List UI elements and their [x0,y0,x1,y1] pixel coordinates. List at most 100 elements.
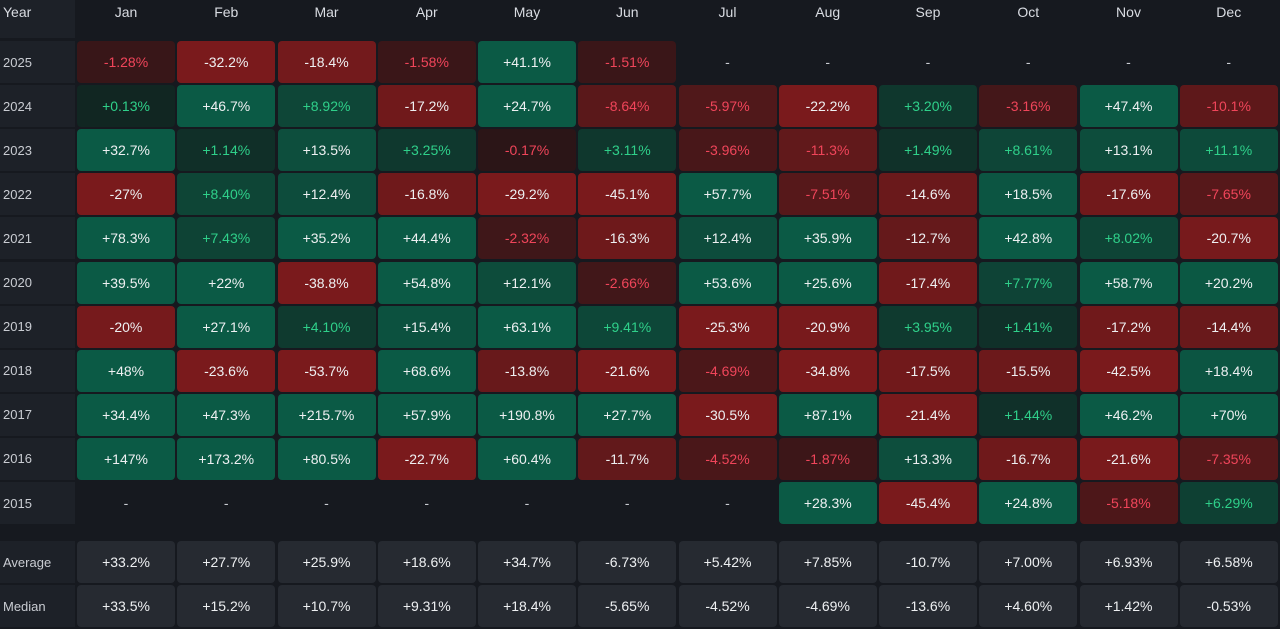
heatmap-cell: -3.96% [678,129,777,172]
heatmap-cell: -16.3% [578,217,677,260]
heatmap-cell: +6.93% [1079,541,1178,583]
year-row-label: 2021 [0,217,75,260]
heatmap-cell: +5.42% [678,541,777,583]
heatmap-cell: -15.5% [979,349,1078,392]
heatmap-cell: - [725,54,730,70]
year-row-label: 2024 [0,85,75,128]
heatmap-cell: +3.11% [578,129,677,172]
heatmap-cell: +24.7% [478,85,576,128]
heatmap-cell: +18.4% [1179,349,1278,392]
heatmap-cell: -25.3% [678,305,777,348]
heatmap-cell: -17.5% [879,349,977,392]
heatmap-cell: +41.1% [478,41,576,83]
heatmap-cell: +8.61% [979,129,1078,172]
heatmap-cell: -16.8% [377,173,476,216]
month-header-may: May [513,4,541,20]
heatmap-cell: +147% [77,437,175,480]
heatmap-cell: - [524,495,530,511]
heatmap-cell: - [725,495,730,511]
heatmap-cell: -38.8% [277,261,376,304]
heatmap-cell: -2.32% [478,217,576,260]
heatmap-cell: -1.28% [77,41,175,83]
heatmap-cell: +39.5% [77,261,175,304]
heatmap-cell: -7.51% [778,173,877,216]
heatmap-cell: -11.7% [578,437,677,480]
heatmap-cell: -32.2% [177,41,276,83]
heatmap-cell: +13.5% [277,129,376,172]
heatmap-cell: +7.43% [177,217,276,260]
heatmap-cell: -13.6% [879,585,977,627]
heatmap-cell: - [1126,54,1131,70]
heatmap-cell: +57.9% [377,393,476,436]
heatmap-cell: +7.77% [979,261,1078,304]
heatmap-cell: +190.8% [478,393,576,436]
heatmap-cell: +27.7% [578,393,677,436]
heatmap-cell: -11.3% [778,129,877,172]
heatmap-cell: -10.7% [879,541,977,583]
month-header-jun: Jun [615,4,639,20]
month-header-feb: Feb [214,4,239,20]
heatmap-cell: +15.4% [377,305,476,348]
heatmap-cell: -17.2% [377,85,476,128]
month-header-nov: Nov [1116,4,1141,20]
year-row-label: 2017 [0,393,75,436]
heatmap-cell: - [825,54,831,70]
heatmap-cell: -29.2% [478,173,576,216]
year-column-header: Year [0,0,75,38]
heatmap-cell: +12.4% [678,217,777,260]
heatmap-cell: -22.7% [377,437,476,480]
year-row-label: 2016 [0,437,75,480]
heatmap-cell: -42.5% [1079,349,1178,392]
heatmap-cell: -2.66% [578,261,677,304]
heatmap-cell: -4.69% [778,585,877,627]
heatmap-cell: -21.6% [1079,437,1178,480]
heatmap-cell: - [223,495,229,511]
month-header-mar: Mar [314,4,339,20]
heatmap-cell: -4.52% [678,437,777,480]
heatmap-cell: -16.7% [979,437,1078,480]
heatmap-cell: +87.1% [778,393,877,436]
heatmap-cell: +58.7% [1079,261,1178,304]
heatmap-cell: +42.8% [979,217,1078,260]
heatmap-cell: +6.29% [1179,482,1278,524]
heatmap-cell: - [624,495,630,511]
heatmap-cell: +0.13% [77,85,175,128]
heatmap-cell: +9.41% [578,305,677,348]
heatmap-cell: +9.31% [377,585,476,627]
heatmap-cell: -0.53% [1179,585,1278,627]
heatmap-cell: -22.2% [778,85,877,128]
heatmap-cell: -23.6% [177,349,276,392]
year-row-label: 2018 [0,349,75,392]
heatmap-cell: +4.10% [277,305,376,348]
heatmap-cell: +63.1% [478,305,576,348]
heatmap-cell: -5.97% [678,85,777,128]
heatmap-cell: -6.73% [578,541,677,583]
heatmap-cell: -17.6% [1079,173,1178,216]
heatmap-cell: -1.51% [578,41,677,83]
heatmap-cell: +46.2% [1079,393,1178,436]
heatmap-cell: +18.5% [979,173,1078,216]
heatmap-cell: -20% [77,305,175,348]
heatmap-cell: +1.42% [1079,585,1178,627]
heatmap-cell: +48% [77,349,175,392]
heatmap-cell: +7.85% [778,541,877,583]
month-header-oct: Oct [1017,4,1040,20]
heatmap-cell: +13.3% [879,437,977,480]
heatmap-cell: +68.6% [377,349,476,392]
heatmap-cell: +47.4% [1079,85,1178,128]
heatmap-cell: -7.35% [1179,437,1278,480]
heatmap-cell: +46.7% [177,85,276,128]
heatmap-cell: +53.6% [678,261,777,304]
heatmap-cell: +60.4% [478,437,576,480]
heatmap-cell: +25.6% [778,261,877,304]
heatmap-cell: -18.4% [277,41,376,83]
heatmap-cell: -1.87% [778,437,877,480]
heatmap-cell: -5.65% [578,585,677,627]
summary-row-label: Average [0,541,75,583]
heatmap-cell: -10.1% [1179,85,1278,128]
heatmap-cell: +1.49% [879,129,977,172]
heatmap-cell: +80.5% [277,437,376,480]
heatmap-cell: +34.7% [478,541,576,583]
heatmap-cell: +18.4% [478,585,576,627]
heatmap-cell: - [925,54,931,70]
